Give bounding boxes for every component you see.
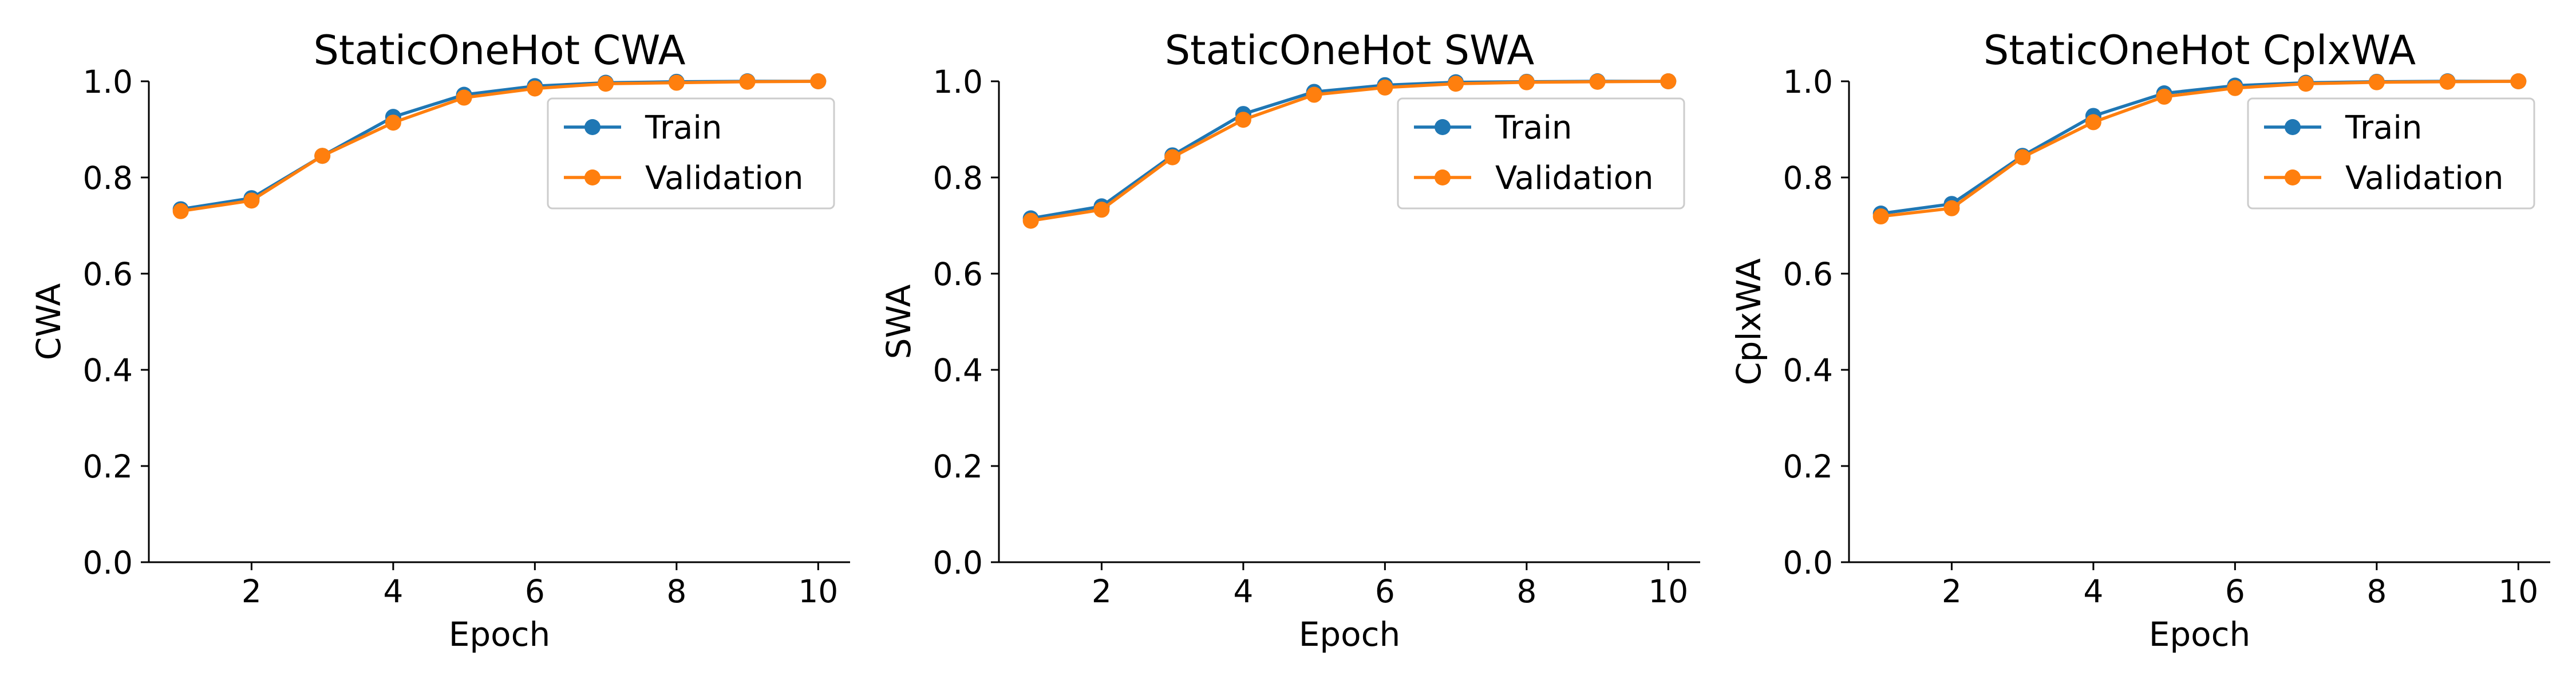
data-point [2085,114,2101,131]
y-tick-label: 0.6 [1783,256,1833,293]
x-axis-label: Epoch [2149,615,2251,654]
y-tick-label: 0.6 [83,256,133,293]
data-point [810,73,827,89]
y-axis-label: CWA [29,283,68,361]
y-tick-label: 0.0 [1783,544,1833,581]
subplot-1: StaticOneHot CWA 2 4 6 8 10 0.0 0.2 0.4 0.6 0.8 1.0… [29,27,850,654]
data-point [2227,80,2243,96]
x-tick-label: 6 [2225,573,2245,610]
y-tick-label: 0.4 [933,352,983,389]
series-validation [1872,73,2527,225]
x-tick-label: 8 [2366,573,2387,610]
data-point [2156,88,2172,105]
x-tick-label: 2 [1092,573,1112,610]
data-point [243,192,260,209]
data-point [2298,76,2314,92]
x-tick-label: 8 [1516,573,1536,610]
x-tick-label: 4 [2083,573,2103,610]
x-tick-label: 6 [1375,573,1395,610]
legend: Train Validation [1397,97,1685,210]
x-tick-label: 8 [666,573,686,610]
series-line [1880,80,2519,218]
y-tick-label: 0.0 [933,544,983,581]
x-tick-label: 4 [383,573,403,610]
y-tick-label: 0.6 [933,256,983,293]
legend-marker [1435,119,1451,135]
legend-label: Validation [2345,160,2504,197]
data-point [598,76,614,92]
legend-marker [1435,169,1451,185]
series-validation [172,73,827,219]
data-point [1306,86,1322,103]
data-point [1377,79,1393,96]
data-point [1660,73,1677,89]
legend-marker [584,169,600,185]
series-line [1030,80,1669,223]
x-tick-label: 2 [242,573,262,610]
y-tick-label: 1.0 [933,64,983,100]
legend: Train Validation [547,97,835,210]
data-point [2014,149,2031,165]
data-point [1235,112,1251,128]
data-point [668,74,685,91]
data-point [1093,202,1110,218]
data-point [172,203,189,219]
data-point [1164,149,1181,165]
series-validation [1022,73,1677,229]
data-point [1872,208,1889,225]
data-point [2510,73,2527,89]
y-tick-label: 0.2 [1783,448,1833,485]
data-point [314,148,331,164]
x-tick-label: 10 [1648,573,1688,610]
x-tick-label: 4 [1233,573,1253,610]
legend-marker [584,119,600,135]
y-tick-label: 0.0 [83,544,133,581]
series-line [180,80,819,213]
chart-title: StaticOneHot CWA [314,27,686,74]
y-axis-label: SWA [879,284,918,359]
data-point [1448,76,1464,92]
data-point [1943,200,1960,216]
legend-label: Validation [1495,160,1654,197]
chart-title: StaticOneHot CplxWA [1984,27,2416,74]
x-tick-label: 10 [798,573,838,610]
chart-title: StaticOneHot SWA [1165,27,1535,74]
data-point [385,114,401,131]
data-point [1022,212,1039,229]
subplot-3: StaticOneHot CplxWA 2 4 6 8 10 0.0 0.2 0.4 0.6 0.8… [1729,27,2550,654]
data-point [1518,74,1535,90]
x-axis-label: Epoch [1299,615,1401,654]
legend-marker [2285,119,2301,135]
legend-label: Train [645,109,722,147]
subplot-2: StaticOneHot SWA 2 4 6 8 10 0.0 0.2 0.4 0.6 0.8 1.0… [879,27,1700,654]
y-tick-label: 1.0 [1783,64,1833,100]
y-tick-label: 0.2 [933,448,983,485]
y-tick-label: 0.2 [83,448,133,485]
legend-label: Train [2345,109,2422,147]
legend-label: Train [1495,109,1572,147]
legend-label: Validation [645,160,804,197]
y-tick-label: 0.8 [1783,160,1833,196]
x-tick-label: 2 [1942,573,1962,610]
legend: Train Validation [2247,97,2535,210]
data-point [2368,74,2385,90]
x-tick-label: 10 [2498,573,2538,610]
y-tick-label: 0.4 [83,352,133,389]
legend-marker [2285,169,2301,185]
data-point [2439,73,2456,90]
data-point [456,89,472,106]
data-point [1589,73,1606,90]
y-axis-label: CplxWA [1729,258,1768,385]
y-tick-label: 0.4 [1783,352,1833,389]
data-point [527,80,543,97]
x-tick-label: 6 [525,573,545,610]
data-point [739,73,756,90]
y-tick-label: 0.8 [933,160,983,196]
x-axis-label: Epoch [449,615,551,654]
y-tick-label: 1.0 [83,64,133,100]
y-tick-label: 0.8 [83,160,133,196]
